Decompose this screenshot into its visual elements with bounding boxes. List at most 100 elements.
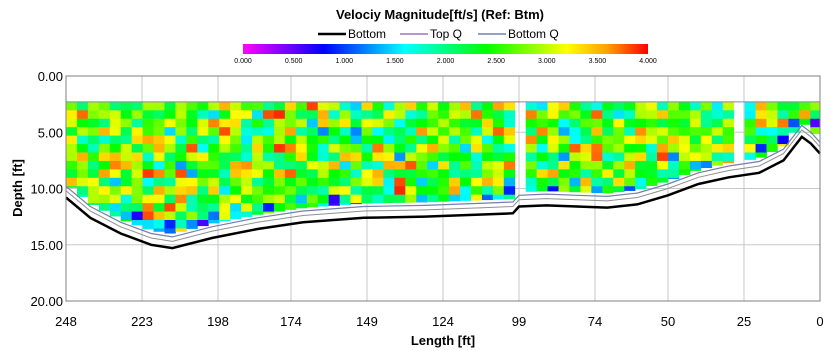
velocity-cell	[241, 203, 253, 212]
velocity-cell	[689, 144, 702, 153]
velocity-cell	[536, 169, 548, 179]
velocity-cell	[536, 177, 548, 187]
velocity-cell	[350, 110, 362, 120]
velocity-cell	[460, 118, 472, 128]
velocity-cell	[142, 194, 154, 204]
velocity-cell	[481, 127, 494, 137]
velocity-cell	[438, 186, 450, 196]
velocity-cell	[306, 177, 319, 187]
velocity-cell	[492, 169, 505, 179]
velocity-cell	[635, 127, 647, 137]
velocity-cell	[241, 152, 253, 162]
velocity-cell	[197, 118, 209, 128]
velocity-cell	[175, 211, 187, 221]
velocity-cell	[438, 118, 450, 128]
velocity-cell	[766, 135, 778, 145]
velocity-cell	[460, 177, 472, 187]
velocity-cell	[646, 101, 658, 111]
velocity-cell	[328, 118, 341, 128]
velocity-cell	[230, 101, 242, 111]
velocity-cell	[394, 152, 406, 162]
velocity-cell	[252, 160, 264, 170]
velocity-cell	[591, 169, 603, 179]
velocity-cell	[635, 160, 647, 170]
colorbar-tick-label: 1.500	[386, 58, 404, 65]
velocity-cell	[98, 101, 111, 111]
velocity-cell	[799, 101, 811, 111]
velocity-cell	[646, 144, 658, 153]
velocity-cell	[263, 203, 275, 212]
velocity-cell	[449, 177, 461, 187]
velocity-cell	[317, 118, 330, 128]
velocity-cell	[427, 127, 439, 137]
velocity-cell	[131, 127, 144, 137]
velocity-cell	[383, 177, 395, 187]
velocity-cell	[744, 118, 756, 128]
velocity-cell	[492, 177, 505, 187]
velocity-cell	[306, 127, 319, 137]
velocity-cell	[230, 169, 242, 179]
velocity-cell	[438, 127, 450, 137]
velocity-cell	[678, 160, 691, 170]
velocity-cell	[98, 169, 111, 179]
velocity-cell	[142, 203, 154, 212]
velocity-cell	[241, 144, 253, 153]
velocity-cell	[744, 135, 756, 145]
velocity-cell	[109, 203, 122, 212]
velocity-cell	[722, 110, 735, 120]
velocity-cell	[591, 160, 603, 170]
velocity-cell	[284, 203, 297, 210]
velocity-cell	[755, 101, 767, 111]
velocity-cell	[339, 169, 351, 179]
velocity-cell	[186, 101, 198, 111]
velocity-cell	[711, 101, 724, 111]
velocity-cell	[624, 152, 636, 162]
velocity-cell	[328, 177, 341, 187]
velocity-cell	[208, 127, 220, 137]
velocity-cell	[197, 203, 209, 212]
velocity-cell	[208, 101, 220, 111]
velocity-cell	[109, 160, 122, 170]
velocity-cell	[470, 160, 483, 170]
velocity-cell	[98, 144, 111, 153]
velocity-cell	[164, 186, 176, 196]
velocity-cell	[383, 186, 395, 196]
velocity-cell	[263, 211, 275, 214]
velocity-cell	[339, 135, 351, 145]
velocity-cell	[252, 101, 264, 111]
colorbar-tick-label: 0.500	[285, 58, 303, 65]
velocity-cell	[766, 118, 778, 128]
velocity-cell	[416, 152, 428, 162]
velocity-cell	[219, 177, 231, 187]
velocity-cell	[284, 186, 297, 196]
velocity-cell	[613, 152, 625, 162]
velocity-cell	[427, 177, 439, 187]
velocity-cell	[263, 160, 275, 170]
velocity-cell	[241, 211, 253, 217]
velocity-cell	[383, 169, 395, 179]
velocity-cell	[405, 135, 417, 145]
velocity-cell	[109, 152, 122, 162]
velocity-cell	[153, 211, 165, 221]
velocity-cell	[284, 160, 297, 170]
velocity-cell	[361, 194, 373, 204]
velocity-cell	[197, 177, 209, 187]
velocity-cell	[613, 135, 625, 145]
velocity-cell	[230, 194, 242, 204]
velocity-cell	[273, 203, 286, 212]
velocity-cell	[449, 169, 461, 179]
velocity-cell	[372, 152, 384, 162]
velocity-cell	[602, 127, 614, 137]
bottom-q-outline	[65, 129, 821, 242]
velocity-cell	[558, 144, 570, 153]
velocity-cell	[580, 186, 592, 193]
velocity-cell	[394, 101, 406, 111]
velocity-cell	[306, 110, 319, 120]
velocity-cell	[120, 160, 133, 170]
velocity-cell	[700, 144, 713, 153]
velocity-cell	[164, 169, 176, 179]
velocity-cell	[153, 160, 165, 170]
velocity-cell	[547, 127, 559, 137]
x-tick-label: 174	[280, 314, 302, 329]
velocity-cell	[164, 203, 176, 212]
